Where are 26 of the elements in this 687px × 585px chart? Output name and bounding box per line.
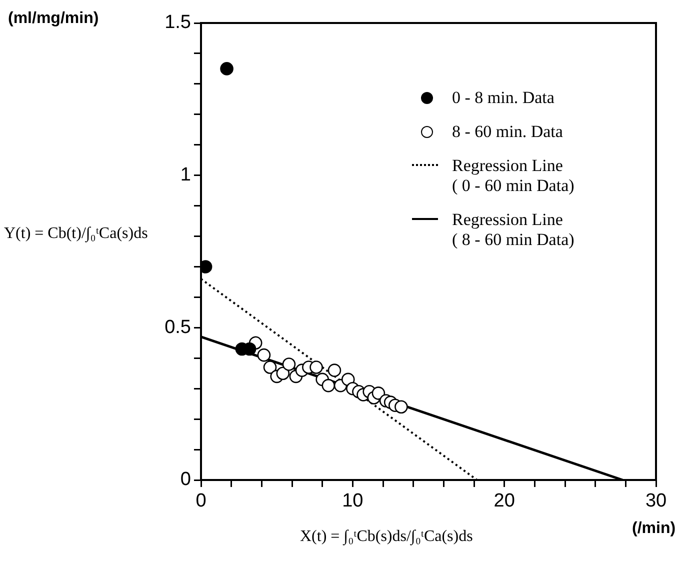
legend-label: 8 - 60 min. Data — [452, 122, 563, 142]
point — [310, 360, 323, 374]
legend-label: 0 - 8 min. Data — [452, 88, 554, 108]
point — [322, 378, 336, 392]
y-tick-label: 1.5 — [164, 12, 191, 34]
x-tick-label: 20 — [494, 490, 515, 512]
x-tick-label: 30 — [645, 490, 667, 512]
legend-label: Regression Line ( 8 - 60 min Data) — [452, 210, 574, 250]
point — [282, 358, 296, 371]
point — [372, 386, 386, 400]
x-tick-label: 0 — [196, 490, 206, 512]
y-tick-label: 0 — [180, 469, 191, 490]
text: (/min) — [632, 520, 676, 538]
point — [328, 364, 342, 377]
x-tick-label: 10 — [342, 490, 364, 512]
point — [394, 400, 408, 414]
point — [257, 348, 271, 362]
y-axis-title: Y(t) = Cb(t)/∫₀ᵗCa(s)ds — [4, 225, 148, 243]
y-tick-label: 1 — [180, 164, 191, 186]
text: (ml/mg/min) — [8, 10, 99, 28]
point — [263, 360, 277, 374]
point — [220, 62, 234, 76]
legend-label: Regression Line ( 0 - 60 min Data) — [452, 156, 574, 196]
y-tick-label: 0.5 — [164, 316, 191, 338]
point — [276, 366, 290, 380]
x-axis-title: X(t) = ∫₀ᵗCb(s)ds/∫₀ᵗCa(s)ds — [300, 528, 473, 546]
